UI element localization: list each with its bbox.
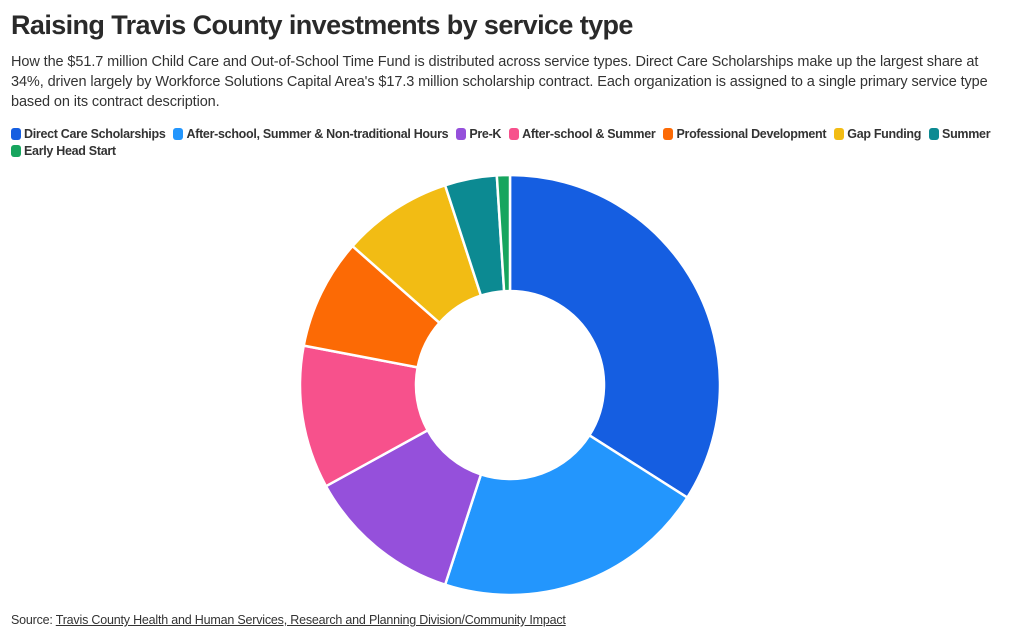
legend-item[interactable]: Direct Care Scholarships — [11, 126, 166, 141]
chart-title: Raising Travis County investments by ser… — [11, 10, 633, 40]
legend-item[interactable]: Professional Development — [663, 126, 827, 141]
chart-legend: Direct Care Scholarships After-school, Su… — [11, 126, 1011, 158]
donut-slice[interactable] — [495, 173, 512, 293]
donut-slice[interactable] — [443, 434, 689, 597]
legend-item[interactable]: Summer — [929, 126, 991, 141]
source-link[interactable]: Travis County Health and Human Services,… — [55, 613, 566, 627]
legend-swatch — [11, 144, 21, 157]
legend-swatch — [663, 127, 674, 140]
source-label: Source: — [11, 613, 53, 627]
legend-item[interactable]: Pre-K — [456, 126, 501, 141]
legend-swatch — [456, 127, 467, 140]
legend-swatch — [509, 127, 520, 140]
legend-label: Pre-K — [469, 126, 502, 141]
legend-swatch — [11, 127, 21, 140]
legend-label: Direct Care Scholarships — [24, 126, 166, 141]
legend-label: Professional Development — [676, 126, 827, 141]
legend-label: Early Head Start — [24, 143, 116, 158]
source-note: Source: Travis County Health and Human S… — [11, 613, 566, 627]
legend-swatch — [834, 127, 845, 140]
legend-label: After-school, Summer & Non-traditional H… — [186, 126, 449, 141]
legend-swatch — [929, 127, 940, 140]
donut-slice[interactable] — [324, 429, 483, 586]
legend-swatch — [173, 127, 184, 140]
legend-item[interactable]: After-school, Summer & Non-traditional H… — [173, 126, 449, 141]
legend-label: Summer — [942, 126, 991, 141]
chart-subtitle: How the $51.7 million Child Care and Out… — [11, 54, 988, 110]
legend-item[interactable]: Gap Funding — [834, 126, 921, 141]
legend-item[interactable]: Early Head Start — [11, 143, 116, 158]
legend-label: Gap Funding — [847, 126, 922, 141]
donut-slice[interactable] — [508, 173, 722, 499]
legend-item[interactable]: After-school & Summer — [509, 126, 656, 141]
legend-label: After-school & Summer — [522, 126, 656, 141]
